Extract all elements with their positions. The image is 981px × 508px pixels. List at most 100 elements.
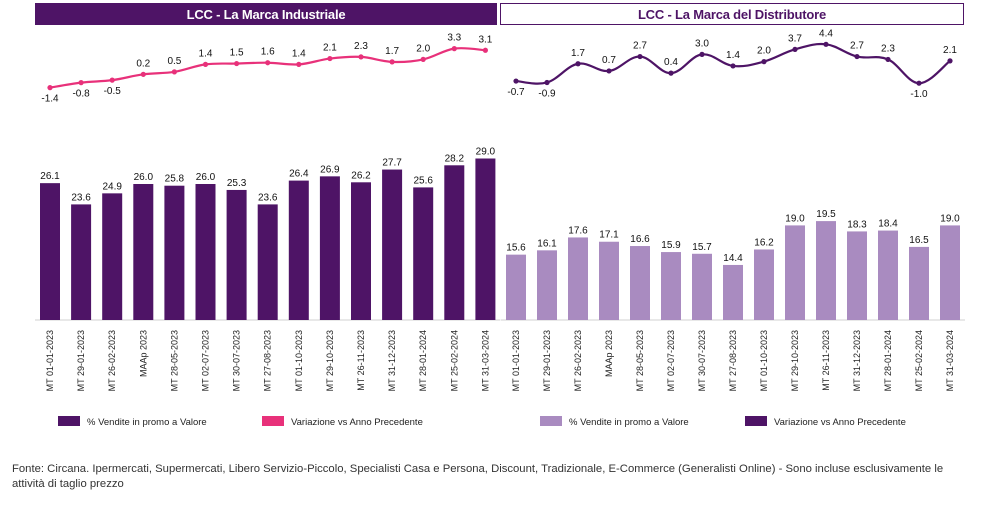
chart-0-bar — [475, 158, 496, 320]
chart-0-category-label: MT 01-01-2023 — [45, 330, 55, 391]
chart-0-bar — [382, 169, 403, 320]
chart-1-category-label: MT 25-02-2024 — [914, 330, 924, 391]
chart-1-line-point — [885, 56, 891, 63]
chart-1-category-label: MT 01-01-2023 — [511, 330, 521, 391]
chart-0-bar-label: 26.2 — [351, 170, 371, 181]
chart-0-bar-label: 26.0 — [196, 172, 216, 183]
chart-1-bar — [599, 241, 619, 320]
chart-1-bar-label: 18.3 — [847, 219, 867, 230]
chart-0-legend-swatch — [262, 416, 284, 426]
chart-1-line-label: -0.7 — [507, 87, 525, 98]
chart-1-line-point — [792, 46, 798, 52]
chart-1-legend-swatch — [745, 416, 767, 426]
chart-1-line-label: 2.0 — [757, 46, 771, 57]
chart-0-line-point — [140, 71, 146, 77]
charts-canvas: 26.1 23.6 24.9 26.0 25.8 26.0 25.3 23.6 26.4 26.9… — [35, 28, 965, 428]
chart-1-category-label: MT 28-01-2024 — [883, 330, 893, 391]
chart-1-line-point — [761, 59, 767, 65]
chart-0-bar — [413, 187, 434, 320]
chart-1-bar-label: 19.0 — [785, 213, 805, 224]
chart-1-line-point — [637, 53, 643, 60]
chart-0-bar-label: 24.9 — [102, 181, 122, 192]
chart-1-line-label: 2.3 — [881, 43, 895, 54]
chart-0-bar-label: 29.0 — [476, 147, 496, 158]
chart-1-category-label: MT 31-12-2023 — [852, 330, 862, 391]
chart-0-bar-label: 26.9 — [320, 164, 340, 175]
header-left-title: LCC - La Marca Industriale — [186, 6, 346, 22]
chart-1-line-point — [668, 70, 674, 76]
chart-1-bar-label: 15.7 — [692, 242, 712, 253]
chart-0-bar — [71, 204, 92, 320]
chart-0-line-point — [171, 69, 177, 75]
chart-0-bar — [444, 165, 465, 320]
chart-0-line-label: -0.5 — [104, 86, 122, 97]
chart-0-line-point — [78, 80, 84, 86]
chart-1-line-label: 0.7 — [602, 55, 616, 66]
chart-1-line-point — [575, 61, 581, 67]
chart-0-category-label: MT 29-01-2023 — [76, 330, 86, 391]
chart-1-line-point — [544, 79, 550, 86]
chart-0-category-label: MT 01-10-2023 — [294, 330, 304, 391]
chart-0-bar — [257, 204, 278, 320]
chart-0-line-point — [327, 55, 333, 62]
chart-1-bar — [630, 246, 650, 320]
chart-0-bar — [319, 176, 340, 320]
chart-0-line-label: 1.6 — [261, 47, 275, 58]
chart-0-bar-label: 25.3 — [227, 178, 247, 189]
chart-0-line-point — [202, 61, 209, 67]
chart-1-line-label: 3.0 — [695, 38, 709, 49]
chart-1-bar-label: 16.2 — [754, 237, 774, 248]
chart-0-category-label: MT 31-03-2024 — [480, 330, 490, 391]
chart-0-line-point — [47, 85, 53, 91]
chart-0-bar-label: 26.4 — [289, 169, 309, 180]
chart-0-bar-label: 27.7 — [382, 158, 402, 169]
chart-1-category-label: MT 26-02-2023 — [573, 330, 583, 391]
chart-1-line-label: 2.7 — [633, 41, 647, 52]
chart-0-line-point — [420, 56, 426, 63]
chart-0-line-point — [265, 60, 271, 66]
chart-1-line-point — [947, 58, 953, 64]
chart-1-category-label: MT 31-03-2024 — [945, 330, 955, 391]
chart-0-bar — [226, 189, 247, 320]
chart-1-bar-label: 14.4 — [723, 253, 743, 264]
chart-0-line-label: 1.7 — [385, 46, 399, 57]
chart-0-line-label: 0.5 — [167, 56, 181, 67]
chart-0-category-label: MT 26-11-2023 — [356, 330, 366, 391]
chart-1-bar-label: 17.6 — [568, 225, 588, 236]
chart-1-bar-label: 19.5 — [816, 209, 836, 220]
chart-1-bar-label: 15.9 — [661, 240, 681, 251]
chart-1-line-label: -0.9 — [538, 88, 556, 99]
chart-1-bar — [785, 225, 805, 320]
chart-0-bar-label: 23.6 — [71, 192, 91, 203]
footnote: Fonte: Circana. Ipermercati, Supermercat… — [12, 463, 944, 490]
chart-0-bar — [102, 193, 123, 320]
chart-1-line-label: 0.4 — [664, 57, 678, 68]
chart-0-bar-label: 26.0 — [134, 172, 154, 183]
chart-1-legend-label: Variazione vs Anno Precedente — [774, 417, 906, 428]
chart-1-line-label: -1.0 — [910, 89, 928, 100]
chart-0-legend-label: Variazione vs Anno Precedente — [291, 417, 423, 428]
chart-1-bar-label: 18.4 — [878, 219, 898, 230]
chart-1-category-label: MT 30-07-2023 — [697, 330, 707, 391]
chart-1-line-point — [854, 53, 860, 60]
chart-1-category-label: MT 26-11-2023 — [821, 330, 831, 391]
chart-1-category-label: MT 02-07-2023 — [666, 330, 676, 391]
chart-0-bar — [164, 185, 185, 320]
chart-0-legend-label: % Vendite in promo a Valore — [87, 417, 207, 428]
chart-0-line-label: -1.4 — [41, 94, 59, 105]
chart-1-bar — [940, 225, 960, 320]
chart-1-bar-label: 15.6 — [506, 243, 526, 254]
chart-1-line-label: 2.7 — [850, 41, 864, 52]
chart-1-category-label: MT 01-10-2023 — [759, 330, 769, 391]
chart-1-bar — [692, 253, 712, 320]
chart-1-bar — [506, 254, 526, 320]
chart-0-bar-label: 23.6 — [258, 192, 278, 203]
chart-0-line-point — [109, 77, 115, 83]
chart-1-bar — [816, 221, 836, 320]
chart-0-line-label: 1.4 — [292, 48, 306, 59]
chart-1-bar — [723, 264, 743, 320]
chart-0-bar — [288, 180, 309, 320]
chart-1-category-label: MT 27-08-2023 — [728, 330, 738, 391]
chart-1-category-label: MAAp 2023 — [604, 330, 614, 377]
chart-0-line-label: 2.3 — [354, 41, 368, 52]
